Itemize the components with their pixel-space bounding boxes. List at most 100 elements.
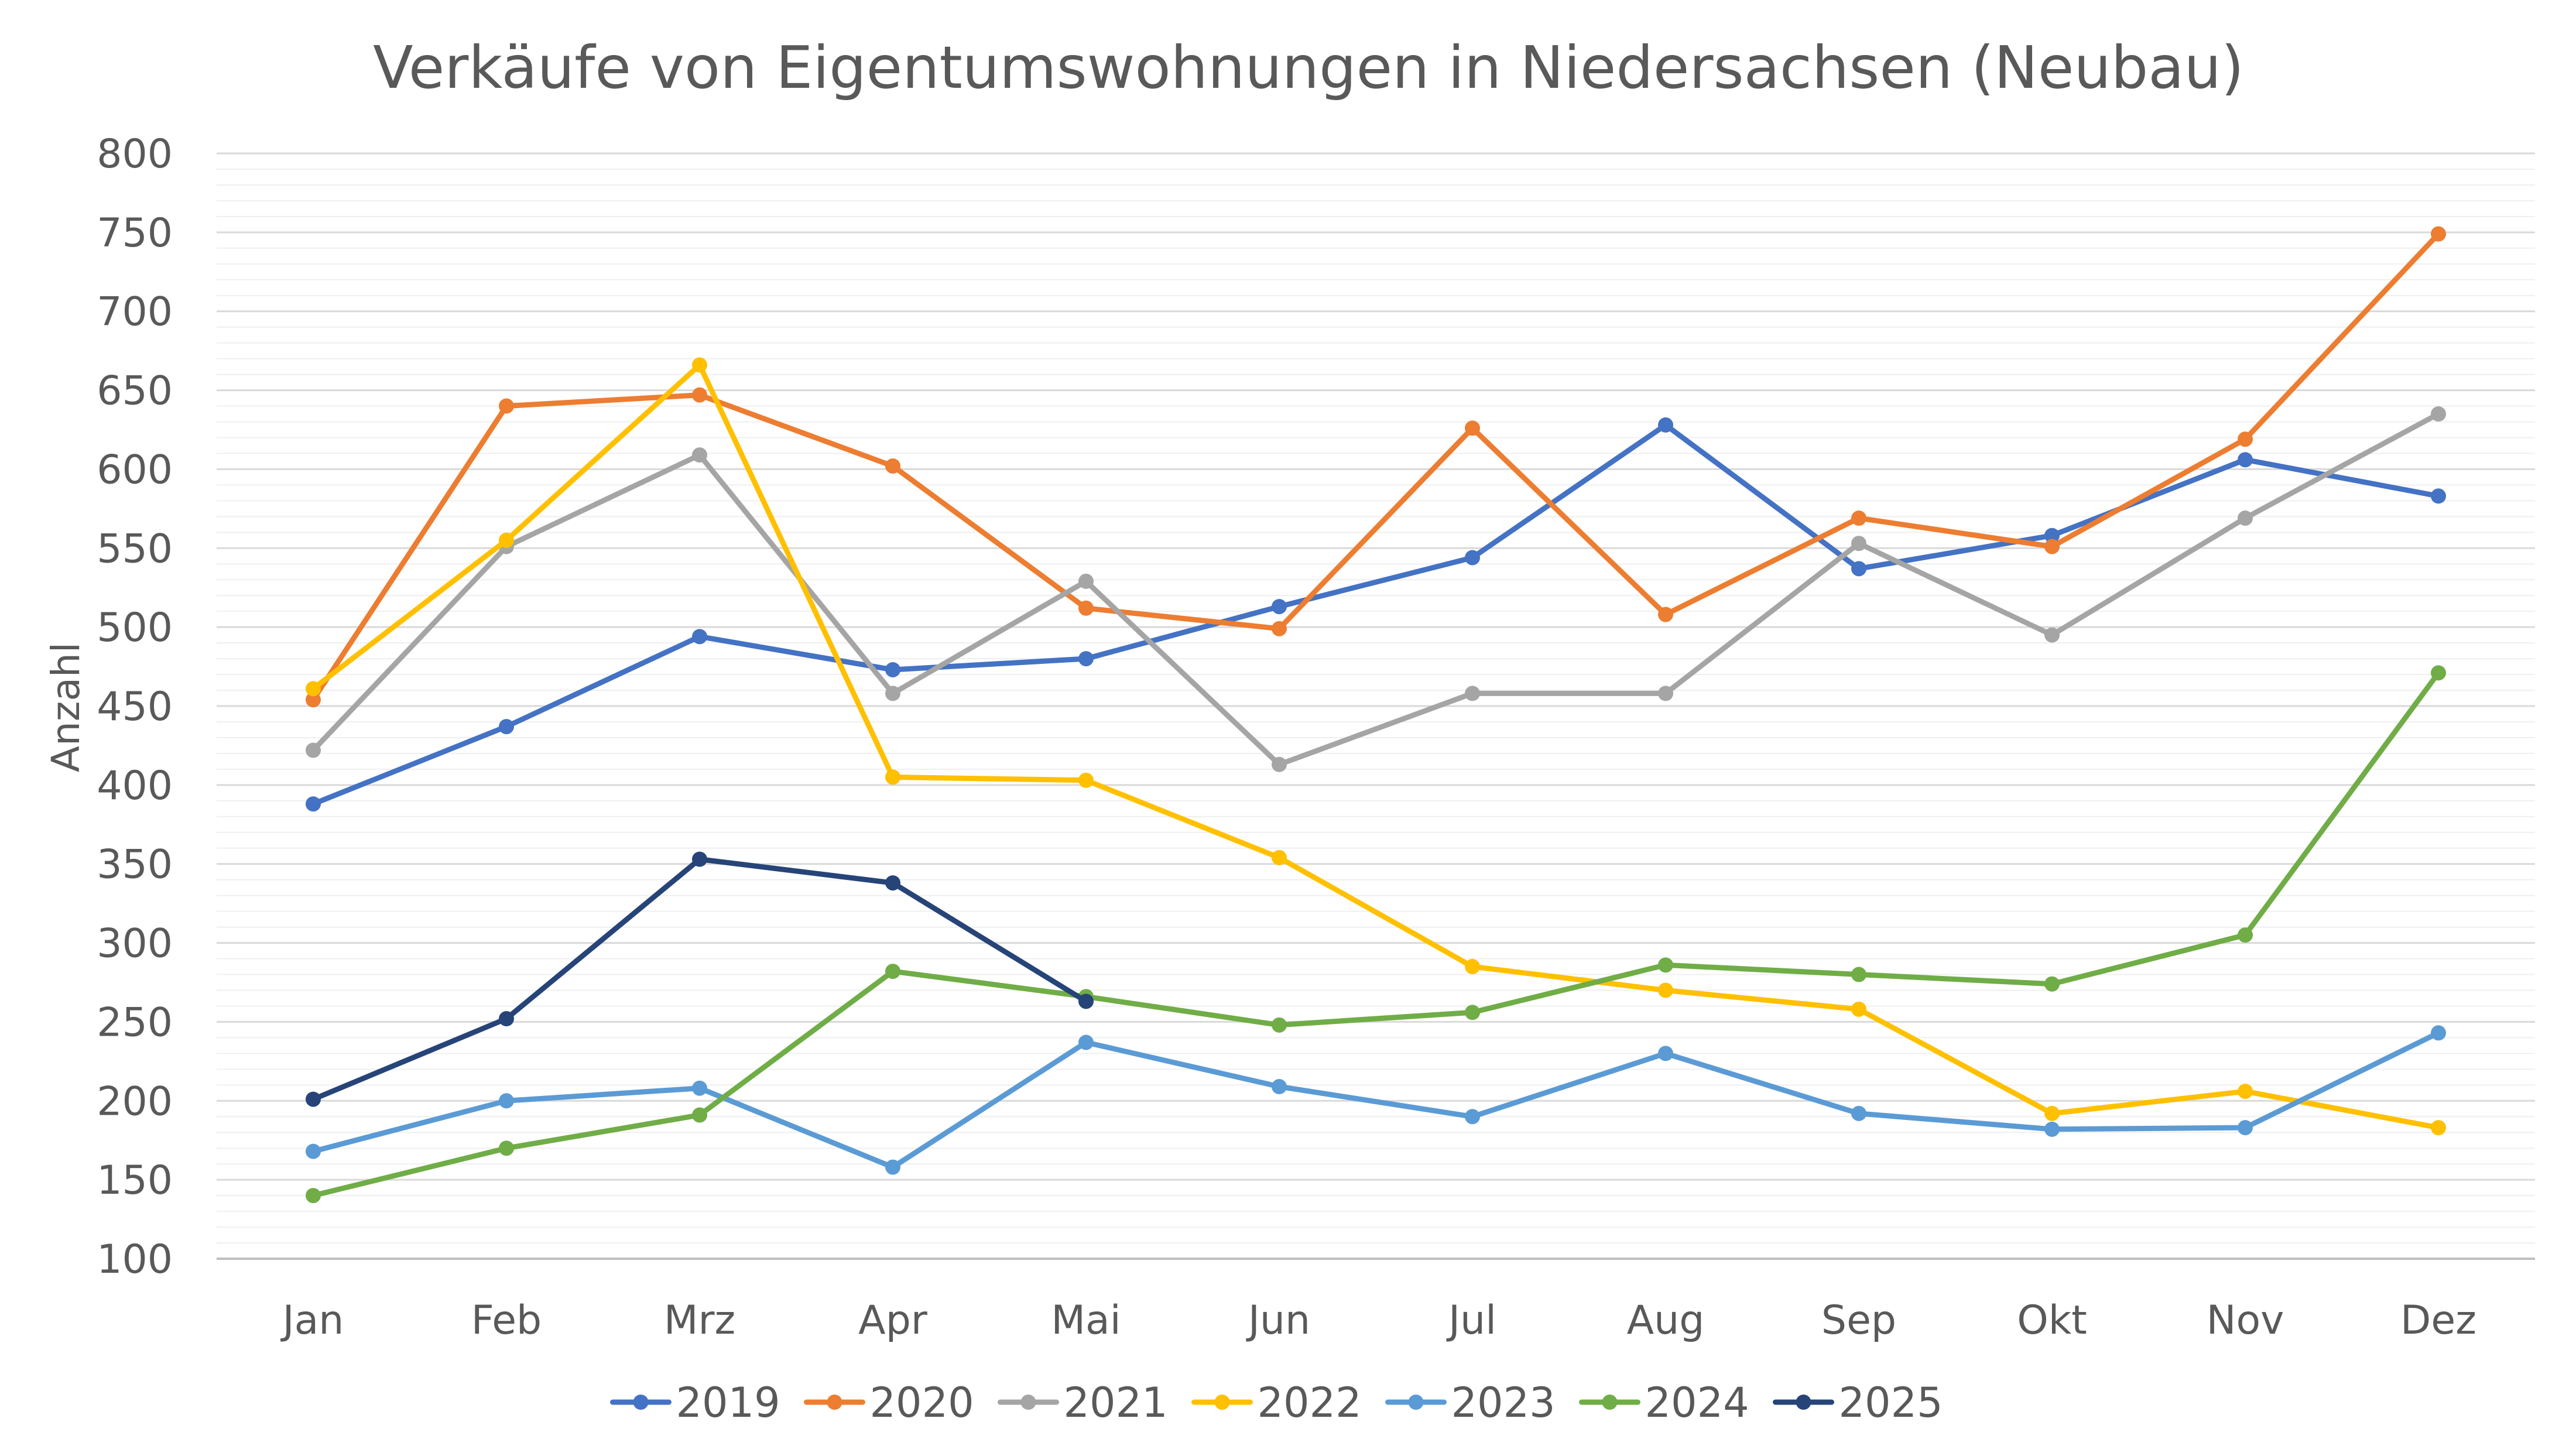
data-point <box>2238 511 2253 526</box>
chart-title: Verkäufe von Eigentumswohnungen in Niede… <box>373 33 2244 102</box>
data-point <box>499 1140 514 1156</box>
data-point <box>885 662 900 677</box>
data-point <box>2238 452 2253 468</box>
legend-item-2019: 2019 <box>610 1379 780 1427</box>
data-point <box>2044 527 2060 543</box>
y-tick-label: 150 <box>97 1157 173 1204</box>
legend-label: 2023 <box>1451 1379 1556 1427</box>
series-line-2021 <box>310 411 2441 768</box>
data-point <box>2238 1084 2253 1099</box>
data-point <box>1851 1001 1866 1017</box>
data-point <box>306 1143 321 1159</box>
data-point <box>1272 1079 1287 1095</box>
x-tick-label: Jul <box>1446 1297 1496 1344</box>
data-point <box>1272 621 1287 636</box>
legend-marker <box>1796 1395 1811 1410</box>
data-point <box>499 532 514 548</box>
y-tick-label: 800 <box>97 131 173 177</box>
y-tick-label: 300 <box>97 921 173 967</box>
data-point <box>692 387 707 403</box>
data-point <box>2431 1025 2446 1041</box>
legend-label: 2025 <box>1839 1379 1943 1427</box>
x-tick-label: Aug <box>1627 1297 1705 1344</box>
legend-item-2020: 2020 <box>804 1379 974 1427</box>
data-point <box>1078 573 1094 589</box>
legend-label: 2022 <box>1258 1379 1362 1427</box>
data-point <box>499 1093 514 1109</box>
series-2022 <box>306 357 2446 1136</box>
series-2019 <box>306 417 2446 812</box>
x-tick-label: Apr <box>858 1297 927 1344</box>
x-tick-label: Nov <box>2207 1297 2284 1344</box>
data-point <box>885 875 900 891</box>
legend-label: 2024 <box>1645 1379 1749 1427</box>
data-point <box>1078 1034 1094 1050</box>
data-point <box>692 1107 707 1123</box>
legend-marker <box>1408 1395 1424 1410</box>
y-tick-label: 700 <box>97 289 173 335</box>
legend-item-2021: 2021 <box>998 1379 1168 1427</box>
y-tick-label: 500 <box>97 605 173 651</box>
legend-label: 2019 <box>676 1379 780 1427</box>
data-point <box>1658 607 1673 622</box>
data-point <box>1851 561 1866 577</box>
series-2023 <box>306 1025 2446 1175</box>
y-tick-label: 100 <box>97 1236 173 1283</box>
x-tick-label: Sep <box>1821 1297 1896 1344</box>
data-point <box>306 692 321 708</box>
data-point <box>1272 1017 1287 1033</box>
data-point <box>1465 1005 1480 1020</box>
y-tick-label: 350 <box>97 842 173 888</box>
x-tick-label: Mai <box>1051 1297 1121 1344</box>
data-point <box>2431 406 2446 422</box>
data-point <box>1658 1046 1673 1061</box>
data-point <box>2044 1121 2060 1137</box>
y-tick-label: 750 <box>97 210 173 256</box>
data-point <box>1272 599 1287 615</box>
x-tick-label: Feb <box>471 1297 542 1344</box>
data-point <box>2431 665 2446 681</box>
legend-label: 2020 <box>870 1379 974 1427</box>
data-point <box>885 686 900 701</box>
data-point <box>885 458 900 474</box>
data-point <box>1465 420 1480 436</box>
legend-item-2024: 2024 <box>1579 1379 1749 1427</box>
series-line-2024 <box>310 670 2441 1198</box>
data-point <box>306 1188 321 1204</box>
x-tick-label: Dez <box>2400 1297 2476 1344</box>
data-point <box>2431 226 2446 242</box>
series-line-2023 <box>310 1030 2441 1170</box>
series-line-2022 <box>310 362 2441 1131</box>
data-point <box>885 964 900 979</box>
data-point <box>692 447 707 463</box>
data-point <box>1851 967 1866 982</box>
series-2024 <box>306 665 2446 1204</box>
data-point <box>885 1159 900 1175</box>
legend-marker <box>827 1395 842 1410</box>
x-tick-label: Okt <box>2017 1297 2087 1344</box>
data-point <box>1851 1105 1866 1121</box>
data-point <box>1078 772 1094 788</box>
data-point <box>1078 651 1094 667</box>
y-axis-title: Anzahl <box>43 642 88 772</box>
data-point <box>1658 686 1673 701</box>
y-tick-label: 550 <box>97 526 173 572</box>
data-point <box>1272 756 1287 772</box>
data-point <box>1465 550 1480 566</box>
data-point <box>1465 1109 1480 1125</box>
data-point <box>1658 417 1673 433</box>
data-point <box>2044 627 2060 643</box>
data-point <box>499 719 514 735</box>
y-tick-label: 400 <box>97 763 173 809</box>
legend-marker <box>633 1395 649 1410</box>
x-tick-label: Jun <box>1246 1297 1310 1344</box>
y-tick-label: 200 <box>97 1078 173 1125</box>
data-point <box>692 629 707 645</box>
series-2025 <box>306 851 1094 1107</box>
gridlines <box>217 152 2535 1260</box>
data-point <box>306 681 321 697</box>
data-point <box>1851 536 1866 551</box>
